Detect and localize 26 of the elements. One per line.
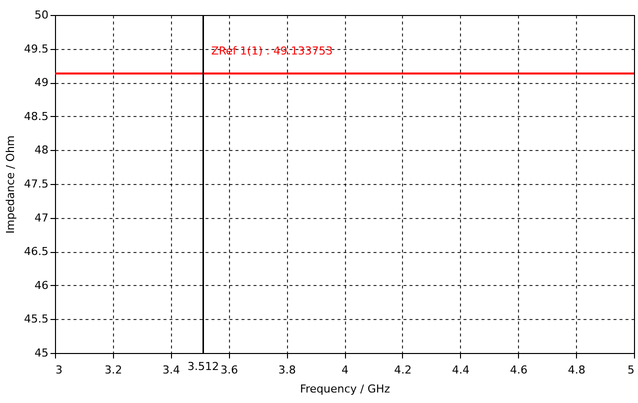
y-axis-title: Impedance / Ohm bbox=[4, 135, 18, 234]
y-tick-label: 46 bbox=[34, 278, 48, 292]
y-tick-label: 46.5 bbox=[24, 245, 48, 258]
x-tick-label: 3.2 bbox=[104, 364, 122, 376]
x-tick-label: 3.4 bbox=[162, 364, 180, 376]
y-tick-label: 45 bbox=[34, 346, 48, 360]
y-tick-label: 48 bbox=[34, 144, 48, 157]
y-tick-label: 47 bbox=[34, 211, 48, 224]
ref-line-label: 3.512 bbox=[187, 360, 219, 373]
y-tick-label: 47.5 bbox=[24, 178, 48, 190]
x-tick-label: 5 bbox=[628, 364, 634, 376]
annotation: ZRef 1(1) : 49.133753 bbox=[211, 44, 333, 58]
y-tick-label: 49.5 bbox=[24, 42, 48, 56]
x-tick-label: 3 bbox=[56, 364, 62, 376]
y-tick-label: 49 bbox=[34, 76, 48, 90]
x-tick-label: 4.4 bbox=[452, 364, 470, 376]
y-tick-label: 48.5 bbox=[24, 110, 48, 123]
x-tick-label: 4.2 bbox=[394, 364, 412, 376]
x-tick-label: 3.8 bbox=[278, 364, 296, 376]
x-tick-label: 4.8 bbox=[568, 364, 586, 376]
y-tick-label: 45.5 bbox=[24, 312, 48, 326]
x-tick-label: 4.6 bbox=[510, 364, 528, 376]
x-tick-label: 4 bbox=[342, 364, 348, 376]
y-tick-label: 50 bbox=[34, 8, 48, 22]
x-axis-title: Frequency / GHz bbox=[300, 382, 390, 396]
x-tick-label: 3.6 bbox=[220, 364, 238, 376]
